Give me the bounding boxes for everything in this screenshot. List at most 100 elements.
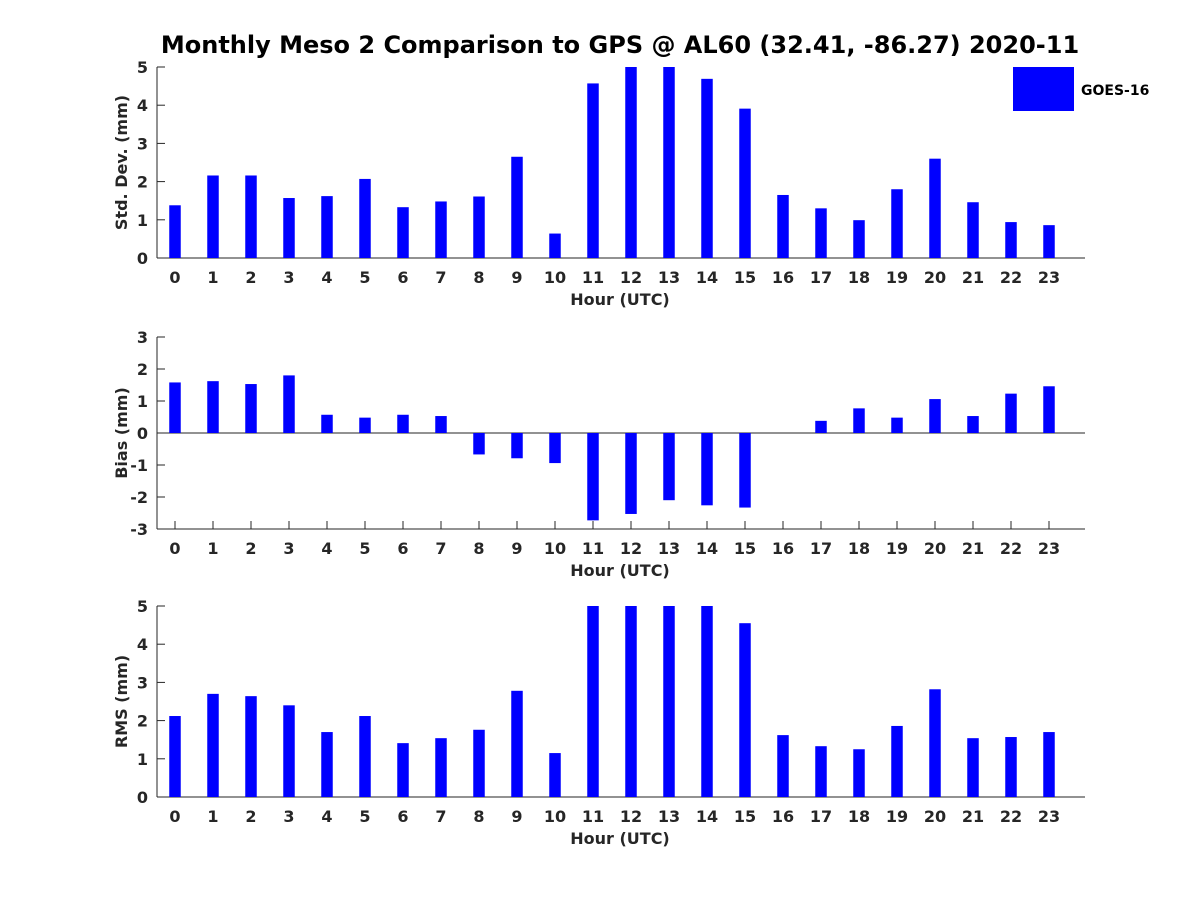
- bar: [397, 207, 409, 258]
- x-tick-label: 10: [544, 268, 566, 287]
- x-tick-label: 17: [810, 268, 832, 287]
- bar: [283, 705, 295, 797]
- bar: [321, 196, 333, 258]
- x-tick-label: 23: [1038, 807, 1060, 826]
- bar: [207, 381, 219, 433]
- y-tick-label: 0: [137, 249, 148, 268]
- bar: [587, 83, 599, 259]
- bar: [853, 408, 865, 433]
- x-tick-label: 21: [962, 539, 984, 558]
- x-tick-label: 21: [962, 807, 984, 826]
- y-tick-label: 1: [137, 211, 148, 230]
- bar: [891, 417, 903, 433]
- bar: [739, 623, 751, 797]
- bar: [663, 433, 675, 501]
- x-tick-label: 10: [544, 807, 566, 826]
- x-tick-label: 13: [658, 807, 680, 826]
- y-tick-label: 2: [137, 173, 148, 192]
- x-axis-label: Hour (UTC): [570, 829, 670, 848]
- x-tick-label: 22: [1000, 539, 1022, 558]
- bar: [701, 78, 713, 258]
- bar: [663, 606, 675, 797]
- x-tick-label: 5: [359, 268, 370, 287]
- x-tick-label: 18: [848, 807, 870, 826]
- x-tick-label: 3: [283, 807, 294, 826]
- y-tick-label: 5: [137, 58, 148, 77]
- bar: [625, 606, 637, 797]
- bar: [207, 175, 219, 258]
- x-tick-label: 19: [886, 268, 908, 287]
- bar: [169, 382, 181, 433]
- x-tick-label: 12: [620, 539, 642, 558]
- bar: [169, 205, 181, 258]
- bar: [1005, 737, 1017, 797]
- bar: [207, 693, 219, 797]
- bar: [739, 108, 751, 258]
- legend: GOES-16: [1013, 67, 1149, 111]
- bar: [397, 414, 409, 433]
- x-tick-label: 23: [1038, 268, 1060, 287]
- x-tick-label: 9: [511, 539, 522, 558]
- bar: [473, 196, 485, 258]
- x-tick-label: 9: [511, 268, 522, 287]
- x-tick-label: 18: [848, 539, 870, 558]
- x-tick-label: 3: [283, 268, 294, 287]
- x-tick-label: 13: [658, 539, 680, 558]
- bar: [929, 689, 941, 797]
- bar: [967, 202, 979, 258]
- bar: [1043, 732, 1055, 797]
- x-axis-label: Hour (UTC): [570, 290, 670, 309]
- y-tick-label: -1: [130, 456, 148, 475]
- bar: [587, 606, 599, 797]
- bar: [435, 416, 447, 433]
- x-tick-label: 15: [734, 268, 756, 287]
- x-tick-label: 3: [283, 539, 294, 558]
- y-tick-label: 2: [137, 360, 148, 379]
- bar: [663, 67, 675, 258]
- chart-title: Monthly Meso 2 Comparison to GPS @ AL60 …: [161, 31, 1079, 59]
- x-tick-label: 7: [435, 539, 446, 558]
- bar: [359, 178, 371, 258]
- y-tick-label: 4: [137, 96, 148, 115]
- bar: [1043, 225, 1055, 258]
- bar: [245, 175, 257, 258]
- x-tick-label: 19: [886, 807, 908, 826]
- x-tick-label: 8: [473, 807, 484, 826]
- x-tick-label: 20: [924, 539, 946, 558]
- x-tick-label: 19: [886, 539, 908, 558]
- bar: [435, 201, 447, 258]
- bar: [815, 420, 827, 433]
- bar: [511, 433, 523, 459]
- y-tick-label: 0: [137, 788, 148, 807]
- x-tick-label: 9: [511, 807, 522, 826]
- x-tick-label: 6: [397, 539, 408, 558]
- bar: [321, 414, 333, 433]
- x-tick-label: 6: [397, 807, 408, 826]
- y-tick-label: 5: [137, 597, 148, 616]
- x-tick-label: 16: [772, 539, 794, 558]
- x-tick-label: 8: [473, 539, 484, 558]
- y-tick-label: 2: [137, 712, 148, 731]
- x-tick-label: 20: [924, 807, 946, 826]
- y-tick-label: 1: [137, 750, 148, 769]
- bar: [891, 725, 903, 797]
- bar: [549, 233, 561, 258]
- bar: [359, 716, 371, 797]
- x-tick-label: 7: [435, 807, 446, 826]
- x-tick-label: 20: [924, 268, 946, 287]
- x-tick-label: 7: [435, 268, 446, 287]
- y-tick-label: 3: [137, 328, 148, 347]
- bar: [625, 433, 637, 514]
- bar: [891, 189, 903, 258]
- bar: [549, 433, 561, 464]
- bar: [511, 690, 523, 797]
- x-tick-label: 16: [772, 268, 794, 287]
- y-tick-label: 0: [137, 424, 148, 443]
- x-tick-label: 17: [810, 539, 832, 558]
- x-tick-label: 22: [1000, 807, 1022, 826]
- x-tick-label: 2: [245, 268, 256, 287]
- x-tick-label: 2: [245, 807, 256, 826]
- bar: [967, 416, 979, 433]
